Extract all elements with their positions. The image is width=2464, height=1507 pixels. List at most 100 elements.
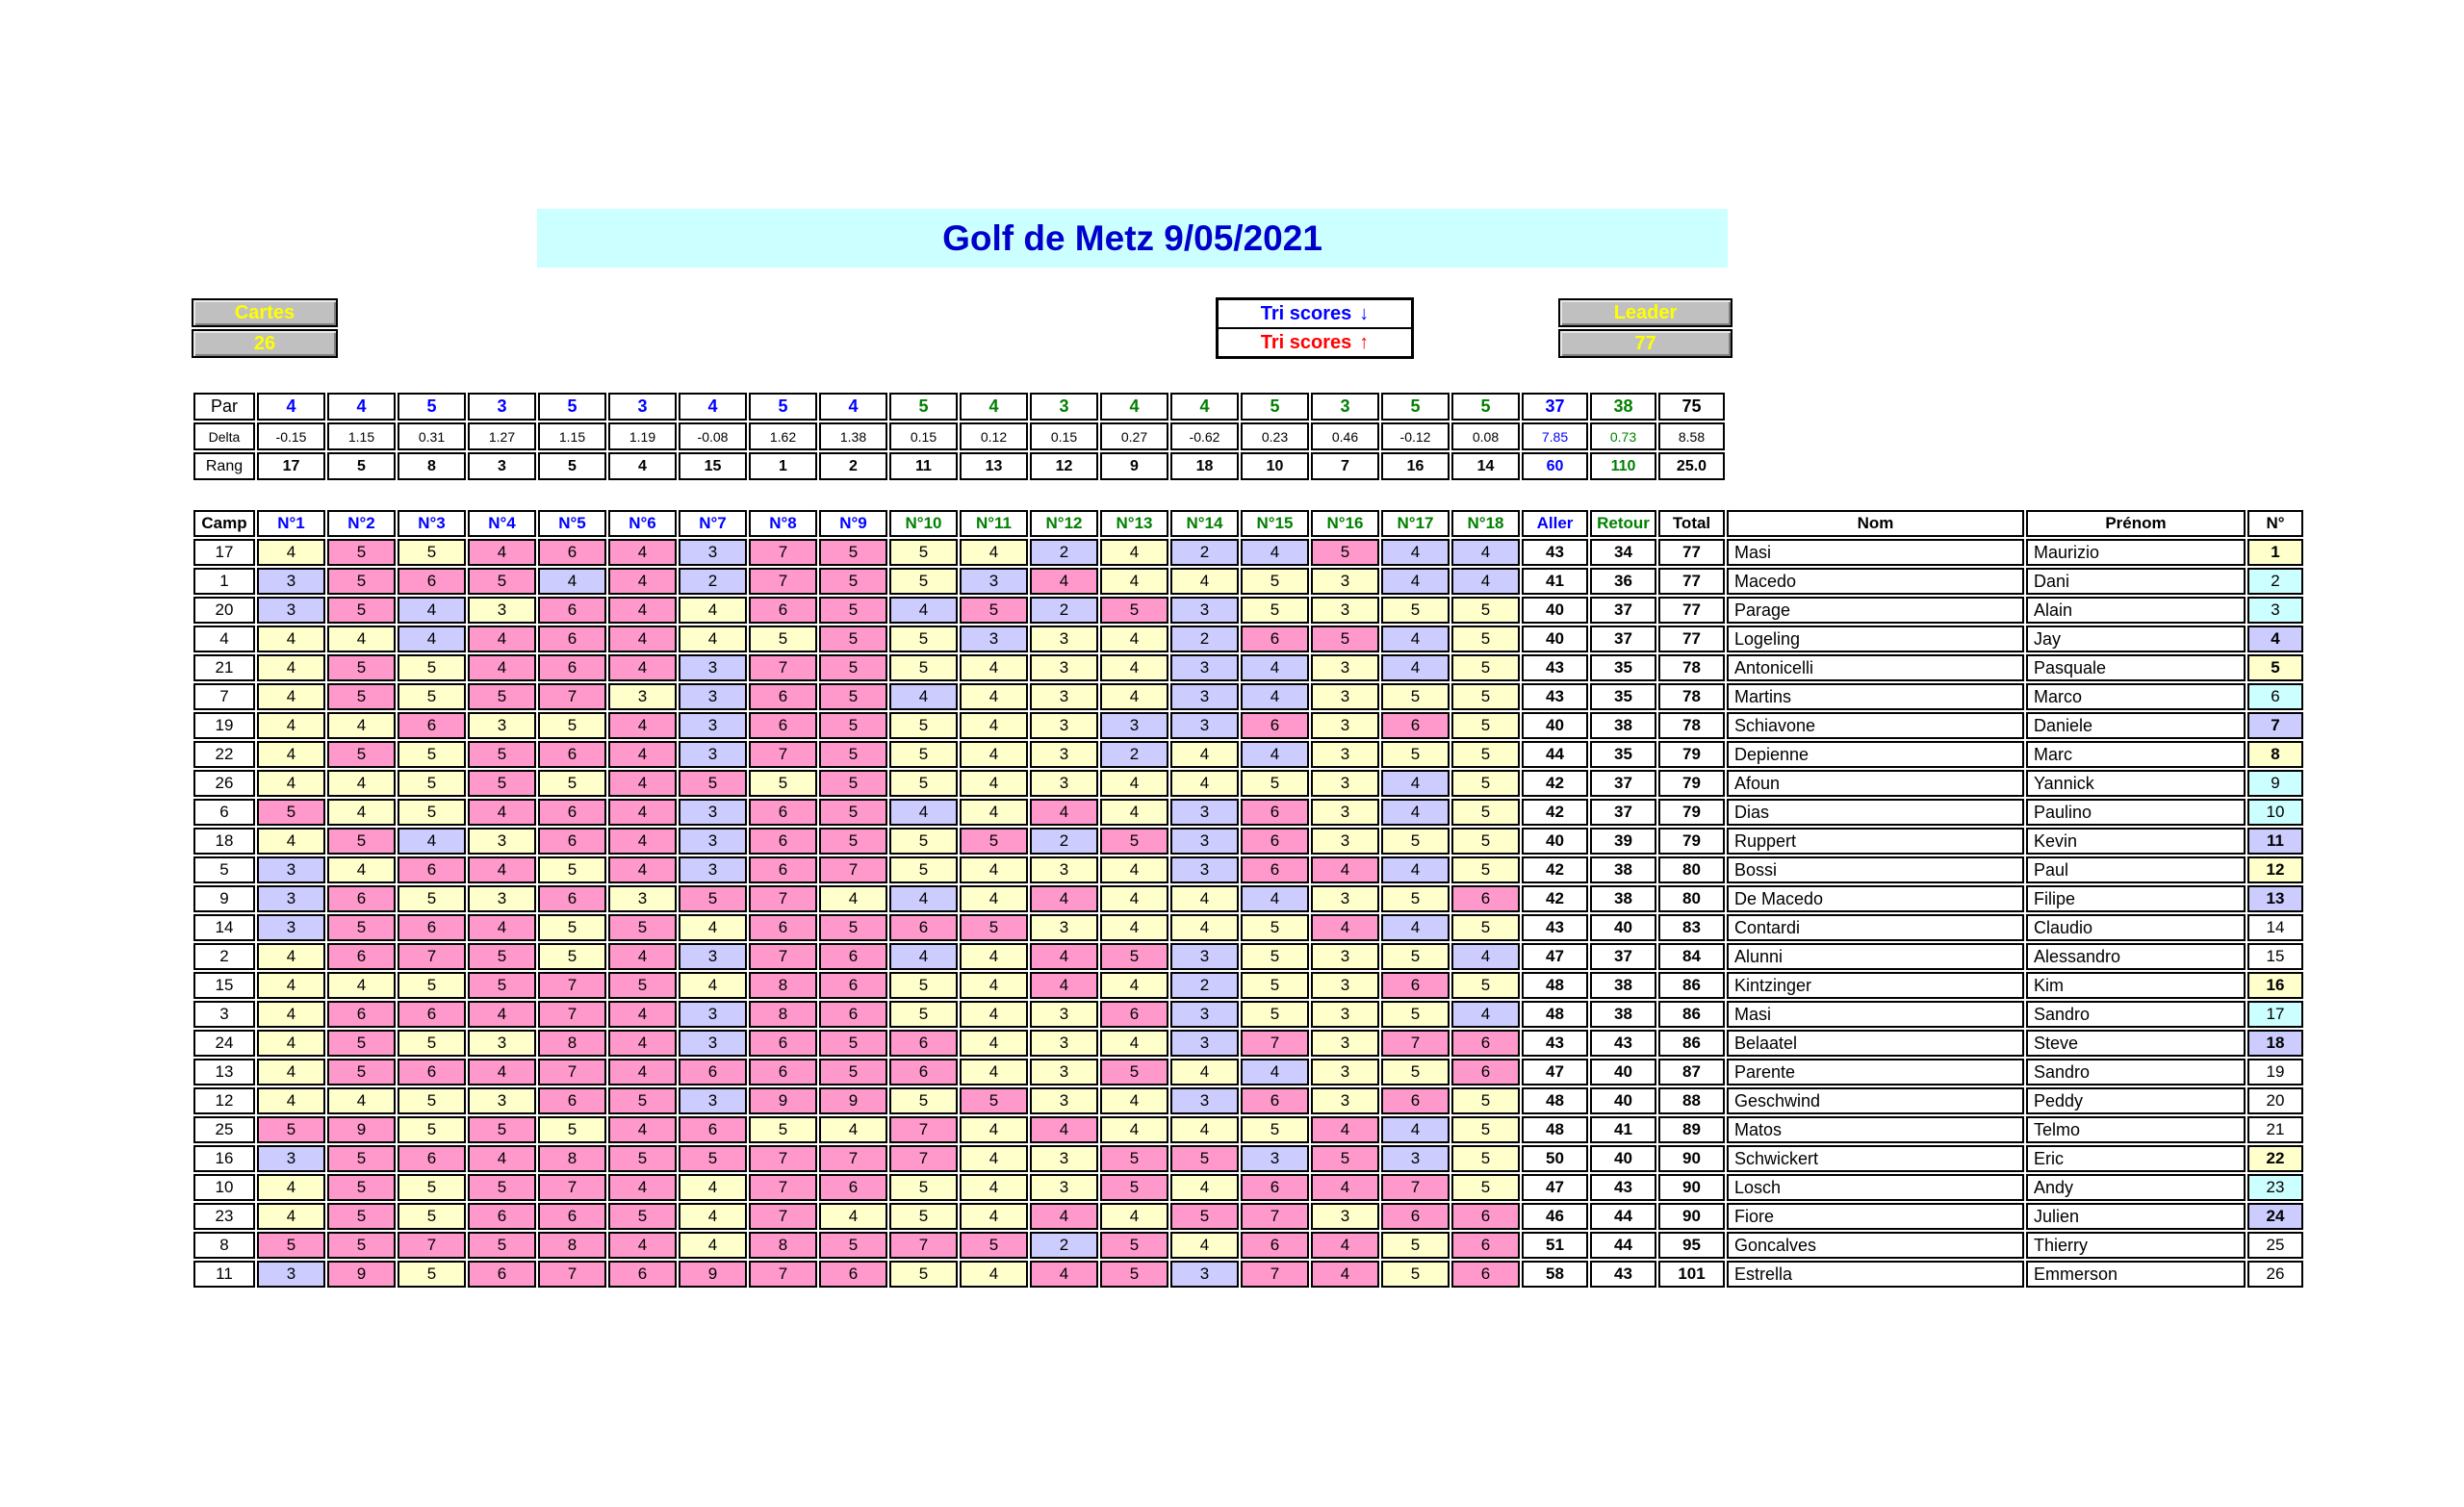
score-cell: 4 bbox=[1170, 1116, 1239, 1143]
score-cell: 5 bbox=[608, 1087, 677, 1114]
leader-button-label[interactable]: Leader bbox=[1558, 298, 1732, 327]
camp-cell: 6 bbox=[193, 799, 255, 826]
score-cell: 6 bbox=[538, 597, 606, 624]
retour-cell: 40 bbox=[1590, 1145, 1656, 1172]
score-cell: 8 bbox=[538, 1145, 606, 1172]
score-cell: 5 bbox=[398, 741, 466, 768]
num-cell: 10 bbox=[2247, 799, 2303, 826]
nom-cell: Dias bbox=[1727, 799, 2024, 826]
rang-total: 25.0 bbox=[1658, 452, 1725, 480]
score-cell: 4 bbox=[538, 568, 606, 595]
total-cell: 86 bbox=[1658, 972, 1725, 999]
player-row: 9 3 6 5 3 6 3 5 7 4 4 4 4 4 4 4 3 5 6 42 38 80 De Macedo Filipe… bbox=[193, 885, 2303, 912]
delta-value: 1.38 bbox=[819, 422, 887, 450]
prenom-header: Prénom bbox=[2026, 510, 2246, 537]
nom-cell: Contardi bbox=[1727, 914, 2024, 941]
score-cell: 5 bbox=[819, 741, 887, 768]
player-row: 11 3 9 5 6 7 6 9 7 6 5 4 4 5 3 7 4 5 6 58 43 101 Estrella Emmer… bbox=[193, 1261, 2303, 1288]
score-cell: 3 bbox=[608, 885, 677, 912]
player-row: 3 4 6 6 4 7 4 3 8 6 5 4 3 6 3 5 3 5 4 48 38 86 Masi Sandro 17 bbox=[193, 1001, 2303, 1028]
score-cell: 6 bbox=[327, 1001, 396, 1028]
score-cell: 4 bbox=[679, 626, 747, 652]
score-cell: 5 bbox=[1170, 1145, 1239, 1172]
score-cell: 3 bbox=[257, 597, 325, 624]
tri-scores-up-button[interactable]: Tri scores ↑ bbox=[1218, 328, 1412, 357]
score-cell: 5 bbox=[1451, 770, 1520, 797]
camp-cell: 4 bbox=[193, 626, 255, 652]
score-cell: 3 bbox=[1170, 1087, 1239, 1114]
retour-cell: 38 bbox=[1590, 712, 1656, 739]
score-cell: 4 bbox=[257, 1030, 325, 1057]
page-title: Golf de Metz 9/05/2021 bbox=[942, 217, 1322, 258]
nom-cell: Geschwind bbox=[1727, 1087, 2024, 1114]
nom-header: Nom bbox=[1727, 510, 2024, 537]
score-cell: 3 bbox=[468, 1087, 536, 1114]
score-cell: 4 bbox=[1170, 914, 1239, 941]
aller-cell: 43 bbox=[1522, 539, 1588, 566]
player-row: 15 4 4 5 5 7 5 4 8 6 5 4 4 4 2 5 3 6 5 48 38 86 Kintzinger Kim 1… bbox=[193, 972, 2303, 999]
score-cell: 6 bbox=[538, 1087, 606, 1114]
score-cell: 6 bbox=[1381, 712, 1450, 739]
aller-cell: 42 bbox=[1522, 770, 1588, 797]
score-cell: 6 bbox=[538, 626, 606, 652]
prenom-cell: Pasquale bbox=[2026, 654, 2246, 681]
camp-cell: 17 bbox=[193, 539, 255, 566]
score-cell: 3 bbox=[679, 683, 747, 710]
rang-value: 4 bbox=[608, 452, 677, 480]
delta-value: -0.15 bbox=[257, 422, 325, 450]
delta-aller: 7.85 bbox=[1522, 422, 1588, 450]
rang-value: 16 bbox=[1381, 452, 1450, 480]
tri-scores-down-button[interactable]: Tri scores ↓ bbox=[1218, 299, 1412, 328]
nom-cell: Schiavone bbox=[1727, 712, 2024, 739]
score-cell: 4 bbox=[1100, 770, 1168, 797]
cartes-button-label[interactable]: Cartes bbox=[192, 298, 338, 327]
score-cell: 6 bbox=[1241, 828, 1309, 855]
aller-cell: 43 bbox=[1522, 654, 1588, 681]
rang-value: 8 bbox=[398, 452, 466, 480]
header-row: Camp N°1 N°2 N°3 N°4 N°5 N°6 N°7 N°8 N°9 N°10 N°11 N… bbox=[193, 510, 2303, 537]
rang-value: 7 bbox=[1311, 452, 1379, 480]
nom-cell: Masi bbox=[1727, 539, 2024, 566]
score-cell: 4 bbox=[960, 770, 1028, 797]
num-cell: 21 bbox=[2247, 1116, 2303, 1143]
total-cell: 101 bbox=[1658, 1261, 1725, 1288]
score-cell: 4 bbox=[257, 770, 325, 797]
prenom-cell: Sandro bbox=[2026, 1059, 2246, 1086]
score-cell: 5 bbox=[749, 1116, 817, 1143]
camp-cell: 3 bbox=[193, 1001, 255, 1028]
score-cell: 4 bbox=[608, 539, 677, 566]
score-cell: 5 bbox=[257, 1116, 325, 1143]
score-cell: 4 bbox=[608, 654, 677, 681]
retour-cell: 37 bbox=[1590, 597, 1656, 624]
cartes-button[interactable]: Cartes 26 bbox=[192, 298, 338, 360]
nom-cell: Belaatel bbox=[1727, 1030, 2024, 1057]
rang-value: 5 bbox=[538, 452, 606, 480]
score-cell: 5 bbox=[327, 1059, 396, 1086]
retour-cell: 44 bbox=[1590, 1203, 1656, 1230]
num-cell: 25 bbox=[2247, 1232, 2303, 1259]
score-cell: 4 bbox=[960, 741, 1028, 768]
score-cell: 4 bbox=[468, 799, 536, 826]
delta-value: 0.08 bbox=[1451, 422, 1520, 450]
score-cell: 5 bbox=[819, 1232, 887, 1259]
score-cell: 5 bbox=[1381, 597, 1450, 624]
leader-button[interactable]: Leader 77 bbox=[1558, 298, 1732, 360]
score-cell: 5 bbox=[1241, 568, 1309, 595]
score-cell: 4 bbox=[679, 972, 747, 999]
num-cell: 23 bbox=[2247, 1174, 2303, 1201]
cartes-count-value: 26 bbox=[192, 329, 338, 358]
score-cell: 5 bbox=[398, 1174, 466, 1201]
score-cell: 4 bbox=[1381, 914, 1450, 941]
delta-value: 0.15 bbox=[889, 422, 958, 450]
total-cell: 86 bbox=[1658, 1001, 1725, 1028]
score-cell: 3 bbox=[1311, 568, 1379, 595]
score-cell: 4 bbox=[468, 626, 536, 652]
score-cell: 8 bbox=[538, 1030, 606, 1057]
score-cell: 5 bbox=[889, 568, 958, 595]
aller-cell: 41 bbox=[1522, 568, 1588, 595]
score-cell: 3 bbox=[1170, 683, 1239, 710]
score-cell: 5 bbox=[889, 856, 958, 883]
delta-retour: 0.73 bbox=[1590, 422, 1656, 450]
num-cell: 5 bbox=[2247, 654, 2303, 681]
aller-cell: 48 bbox=[1522, 1087, 1588, 1114]
